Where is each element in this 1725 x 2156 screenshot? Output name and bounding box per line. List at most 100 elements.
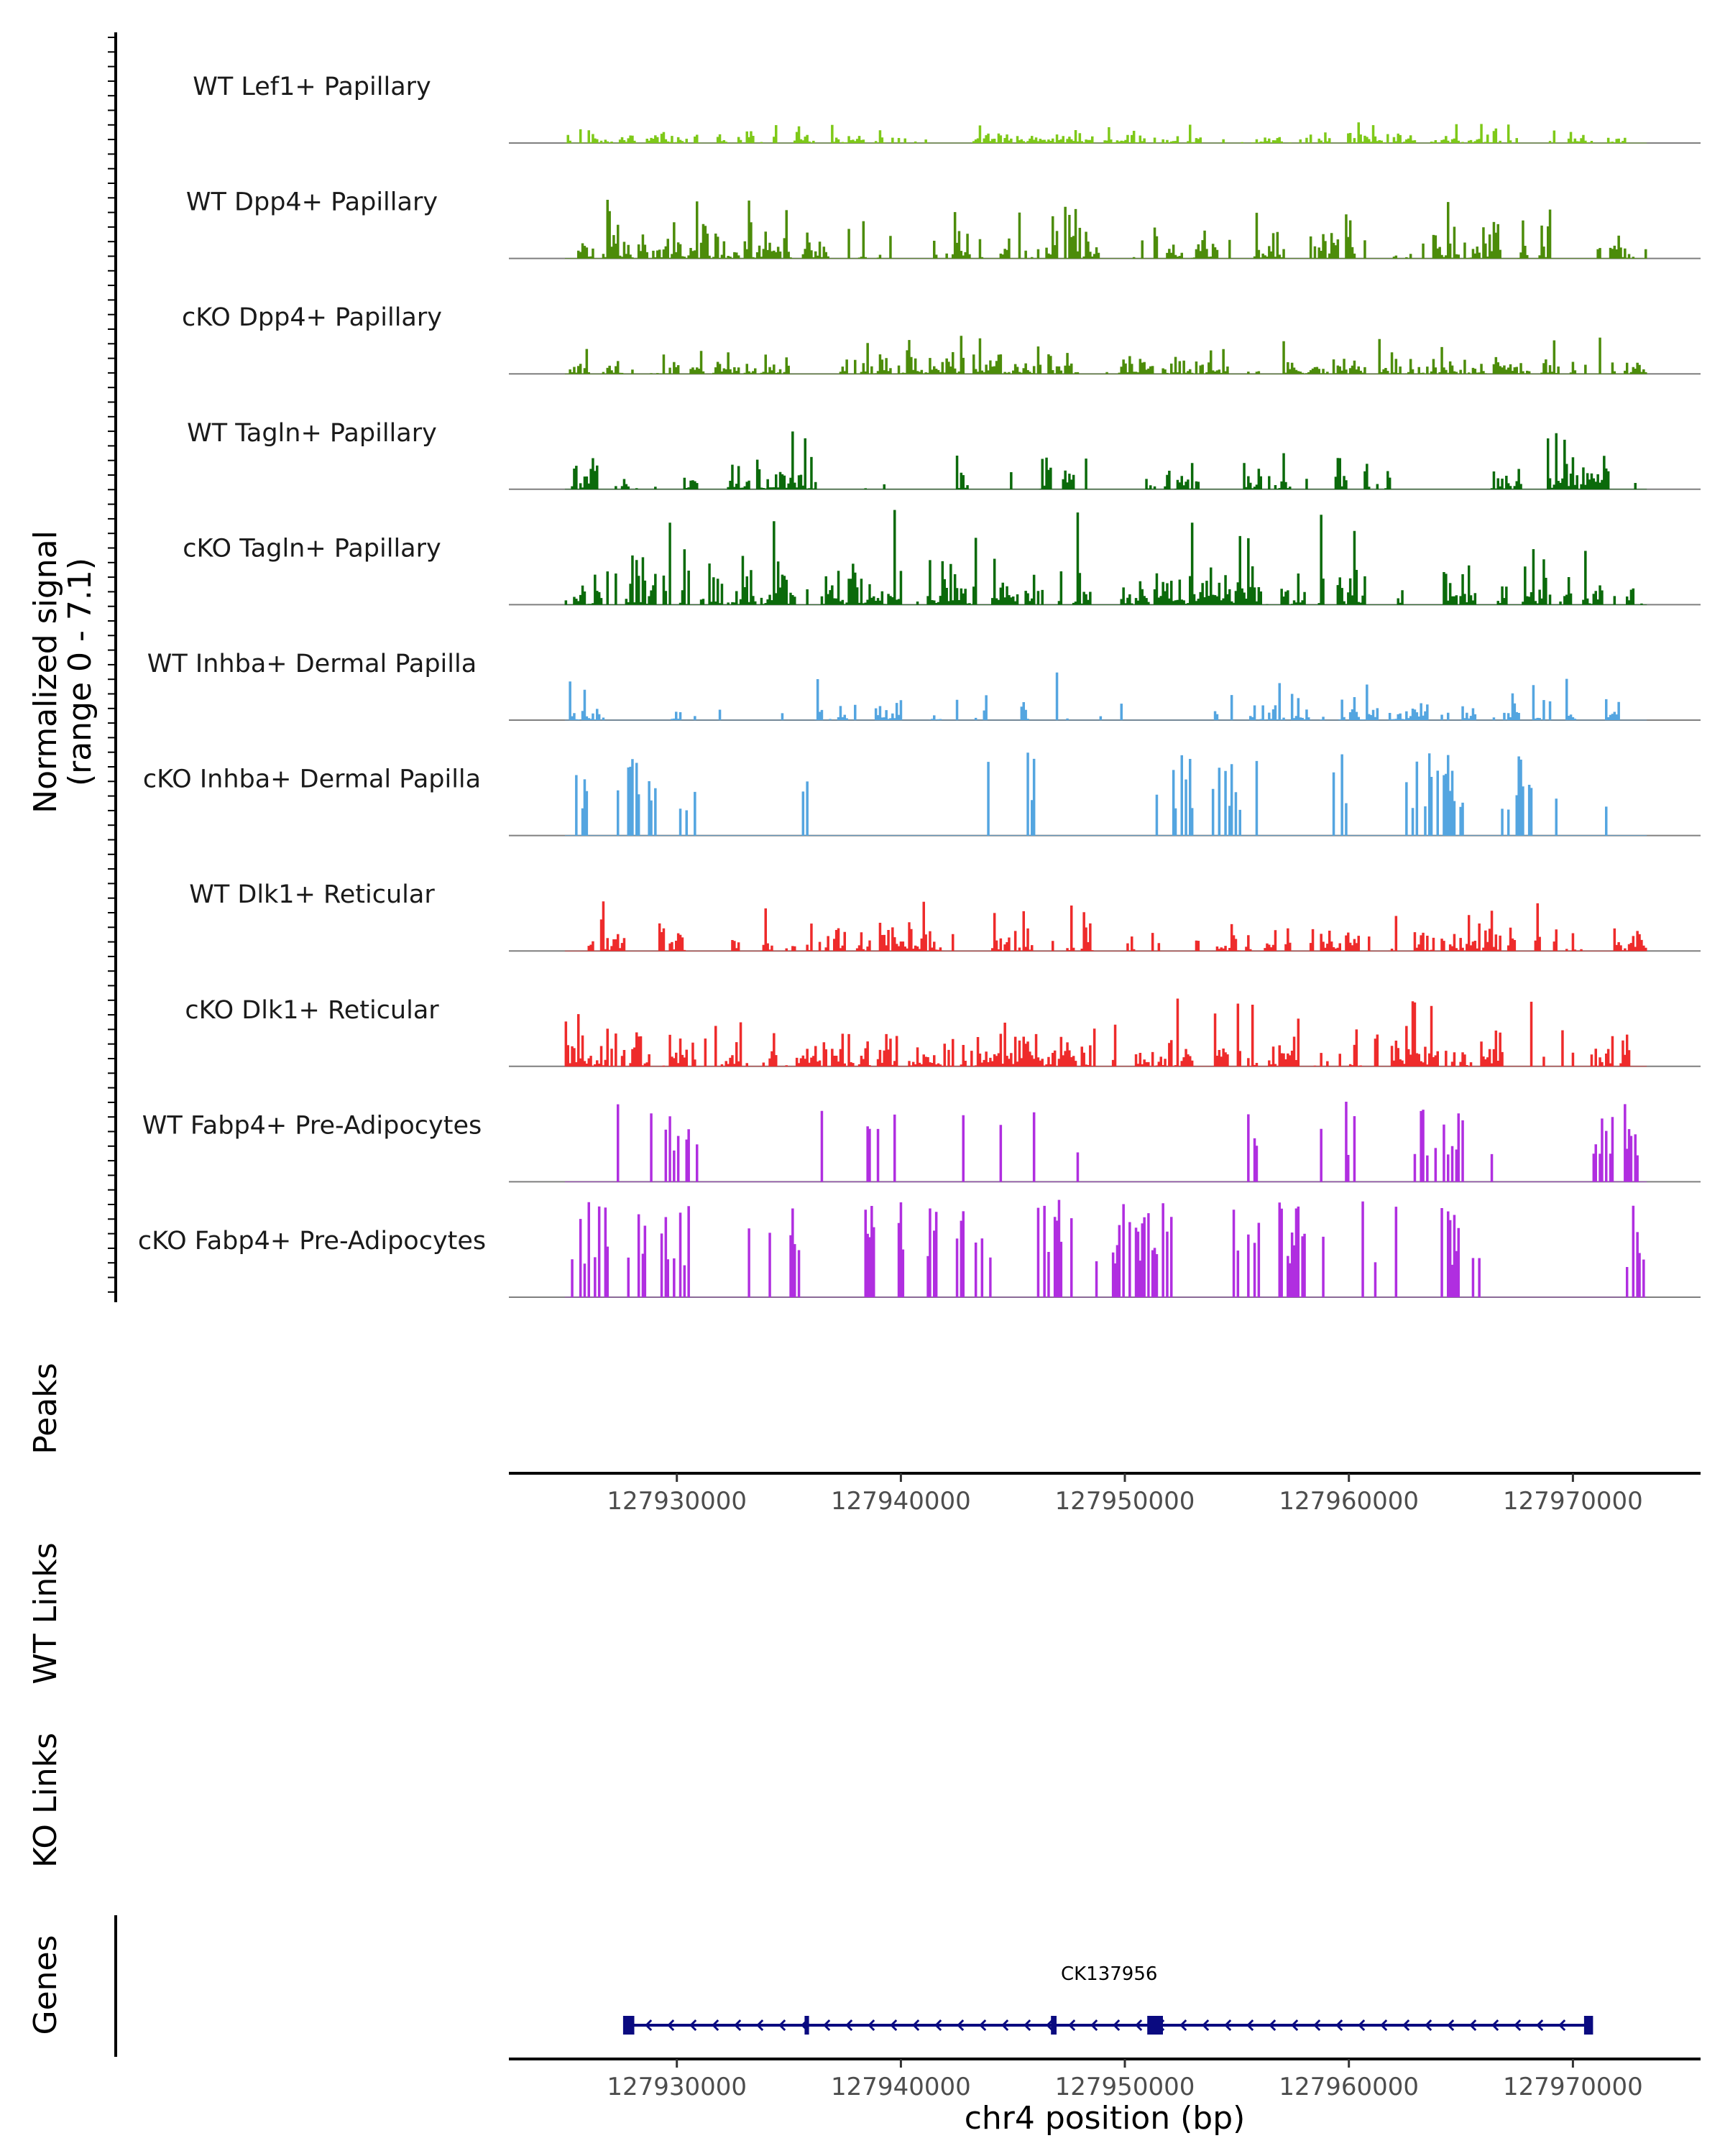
- x-axis-title: chr4 position (bp): [965, 2100, 1246, 2137]
- x-tick-label: 127940000: [831, 2073, 971, 2101]
- gene-exon: [622, 2016, 635, 2035]
- coverage-area: [564, 336, 1647, 374]
- track-label: WT Tagln+ Papillary: [187, 419, 437, 448]
- gene-exon: [804, 2016, 809, 2035]
- coverage-area: [564, 998, 1647, 1067]
- strand-chevron: [712, 2019, 719, 2032]
- gene-model: [622, 2016, 1593, 2035]
- x-tick-label: 127960000: [1279, 2073, 1419, 2101]
- track-label: cKO Fabp4+ Pre-Adipocytes: [138, 1227, 486, 1256]
- track: WT Dpp4+ Papillary: [186, 188, 1701, 259]
- genes-x-axis-ticks: 127930000 127940000 127950000 127960000 1279…: [607, 2059, 1643, 2101]
- y-axis-range-label: (range 0 - 7.1): [62, 558, 98, 786]
- y-axis-title: Normalized signal: [27, 530, 64, 814]
- coverage-tracks: WT Lef1+ Papillary WT Dpp4+ Papillary cKO …: [138, 73, 1701, 1298]
- strand-chevron: [957, 2019, 965, 2032]
- x-tick-label: 127970000: [1503, 1487, 1643, 1516]
- strand-chevron: [1202, 2019, 1210, 2032]
- strand-chevron: [689, 2019, 697, 2032]
- strand-chevron: [1380, 2019, 1388, 2032]
- strand-chevron: [1068, 2019, 1076, 2032]
- track-label: cKO Dpp4+ Papillary: [182, 303, 442, 332]
- gene-label: CK137956: [1061, 1963, 1157, 1985]
- strand-chevron: [934, 2019, 942, 2032]
- track-label: WT Dpp4+ Papillary: [186, 188, 438, 217]
- track: cKO Tagln+ Papillary: [183, 510, 1701, 606]
- strand-chevron: [1358, 2019, 1366, 2032]
- strand-chevron: [1224, 2019, 1232, 2032]
- coverage-area: [564, 122, 1647, 144]
- strand-chevron: [868, 2019, 875, 2032]
- coverage-area: [564, 510, 1647, 605]
- track-label: WT Fabp4+ Pre-Adipocytes: [142, 1111, 482, 1140]
- track: cKO Dpp4+ Papillary: [182, 303, 1701, 375]
- strand-chevron: [912, 2019, 920, 2032]
- track-label: cKO Dlk1+ Reticular: [185, 996, 439, 1025]
- coverage-area: [564, 200, 1647, 259]
- track-label: WT Lef1+ Papillary: [193, 73, 431, 101]
- track: WT Tagln+ Papillary: [187, 419, 1701, 490]
- strand-chevron: [1536, 2019, 1544, 2032]
- strand-chevron: [645, 2019, 653, 2032]
- strand-chevron: [1046, 2019, 1054, 2032]
- strand-chevron: [1469, 2019, 1477, 2032]
- strand-chevron: [1246, 2019, 1254, 2032]
- track: WT Inhba+ Dermal Papilla: [147, 650, 1701, 721]
- coverage-area: [564, 672, 1647, 721]
- wt-links-panel-label: WT Links: [27, 1542, 64, 1684]
- strand-chevron: [1402, 2019, 1410, 2032]
- strand-chevron: [734, 2019, 742, 2032]
- coverage-y-ticks: [108, 37, 116, 1293]
- x-tick-label: 127950000: [1055, 1487, 1195, 1516]
- peaks-panel-label: Peaks: [27, 1363, 64, 1454]
- strand-chevron: [1514, 2019, 1522, 2032]
- strand-chevron: [1179, 2019, 1187, 2032]
- peaks-x-axis-ticks: 127930000 127940000 127950000 127960000 1279…: [607, 1473, 1643, 1516]
- strand-chevron: [1447, 2019, 1455, 2032]
- x-tick-label: 127930000: [607, 1487, 747, 1516]
- track: cKO Inhba+ Dermal Papilla: [143, 752, 1701, 837]
- coverage-area: [564, 1102, 1647, 1182]
- coverage-area: [564, 752, 1647, 836]
- x-tick-label: 127960000: [1279, 1487, 1419, 1516]
- coverage-area: [564, 431, 1647, 490]
- track: WT Dlk1+ Reticular: [189, 880, 1701, 952]
- strand-chevron: [778, 2019, 786, 2032]
- x-tick-label: 127940000: [831, 1487, 971, 1516]
- ko-links-panel-label: KO Links: [27, 1733, 64, 1868]
- genes-panel-label: Genes: [27, 1935, 64, 2035]
- strand-chevron: [1491, 2019, 1499, 2032]
- track-label: WT Inhba+ Dermal Papilla: [147, 650, 477, 678]
- strand-chevron: [1291, 2019, 1299, 2032]
- strand-chevron: [1024, 2019, 1031, 2032]
- strand-chevron: [1090, 2019, 1098, 2032]
- strand-chevron: [1113, 2019, 1121, 2032]
- track: cKO Fabp4+ Pre-Adipocytes: [138, 1199, 1701, 1298]
- track: WT Lef1+ Papillary: [193, 73, 1701, 144]
- strand-chevron: [845, 2019, 853, 2032]
- strand-chevron: [1135, 2019, 1143, 2032]
- strand-chevron: [823, 2019, 831, 2032]
- strand-chevron: [1335, 2019, 1343, 2032]
- strand-chevron: [890, 2019, 898, 2032]
- strand-chevron: [1558, 2019, 1566, 2032]
- strand-chevron: [1001, 2019, 1009, 2032]
- gene-exon: [1583, 2016, 1593, 2035]
- track: WT Fabp4+ Pre-Adipocytes: [142, 1102, 1701, 1183]
- strand-chevron: [667, 2019, 675, 2032]
- track: cKO Dlk1+ Reticular: [185, 996, 1701, 1067]
- x-tick-label: 127970000: [1503, 2073, 1643, 2101]
- coverage-area: [564, 1199, 1647, 1298]
- track-label: WT Dlk1+ Reticular: [189, 880, 435, 909]
- track-label: cKO Tagln+ Papillary: [183, 534, 441, 563]
- strand-chevron: [1313, 2019, 1321, 2032]
- strand-chevron: [756, 2019, 764, 2032]
- coverage-area: [564, 901, 1647, 952]
- strand-chevron: [979, 2019, 987, 2032]
- gene-exon: [1147, 2016, 1163, 2035]
- gene-exon: [1051, 2016, 1057, 2035]
- x-tick-label: 127950000: [1055, 2073, 1195, 2101]
- track-label: cKO Inhba+ Dermal Papilla: [143, 765, 481, 794]
- x-tick-label: 127930000: [607, 2073, 747, 2101]
